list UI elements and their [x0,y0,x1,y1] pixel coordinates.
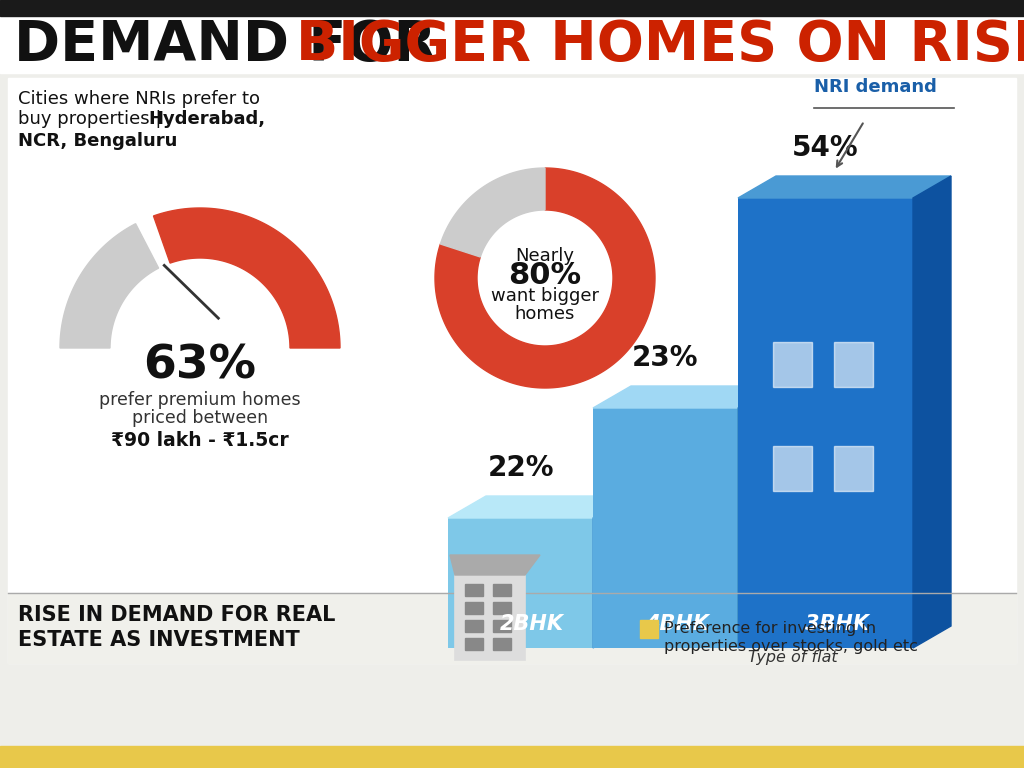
Text: Hyderabad,: Hyderabad, [148,110,265,128]
Text: Cities where NRIs prefer to: Cities where NRIs prefer to [18,90,260,108]
Bar [835,445,872,491]
Text: 80%: 80% [509,261,582,290]
Polygon shape [450,555,540,575]
Bar [493,620,511,632]
Bar [773,445,811,491]
Text: priced between: priced between [132,409,268,427]
Bar [738,198,913,648]
Polygon shape [593,386,776,408]
Text: 54%: 54% [793,134,859,162]
Bar [0,746,1024,768]
Polygon shape [435,168,655,388]
Text: Nearly: Nearly [515,247,574,265]
Text: 63%: 63% [143,343,256,389]
Text: want bigger: want bigger [490,287,599,305]
Polygon shape [440,168,545,257]
Bar [493,602,511,614]
Bar [640,620,658,638]
Bar [835,342,872,387]
Bar [593,408,738,648]
Text: 22%: 22% [487,454,554,482]
Text: Preference for investing in: Preference for investing in [664,621,877,637]
Text: 3BHK: 3BHK [805,614,869,634]
Polygon shape [449,496,631,518]
Text: DEMAND FOR: DEMAND FOR [14,18,456,72]
Bar [455,575,525,660]
Bar [465,638,483,650]
Text: ₹90 lakh - ₹1.5cr: ₹90 lakh - ₹1.5cr [112,431,289,449]
Text: NRI demand: NRI demand [814,78,937,96]
Polygon shape [154,208,340,348]
Bar [449,518,593,648]
Text: Type of flat: Type of flat [748,650,838,665]
Text: 23%: 23% [632,344,698,372]
Text: 2BHK: 2BHK [500,614,564,634]
Text: NCR, Bengaluru: NCR, Bengaluru [18,132,177,150]
Bar [465,584,483,596]
Bar [8,78,1016,663]
Bar [493,638,511,650]
Polygon shape [738,386,776,648]
Text: properties over stocks, gold etc: properties over stocks, gold etc [664,640,918,654]
Text: prefer premium homes: prefer premium homes [99,391,301,409]
Bar [773,342,811,387]
Polygon shape [60,223,159,348]
Bar [8,593,1016,663]
Text: homes: homes [515,305,575,323]
Bar [493,584,511,596]
Bar [465,620,483,632]
Polygon shape [593,496,631,648]
Bar [0,16,1024,73]
Text: RISE IN DEMAND FOR REAL
ESTATE AS INVESTMENT: RISE IN DEMAND FOR REAL ESTATE AS INVEST… [18,605,336,650]
Polygon shape [913,176,951,648]
Text: buy properties |: buy properties | [18,110,167,128]
Polygon shape [738,176,951,198]
Text: 4BHK: 4BHK [645,614,709,634]
Bar [0,0,1024,16]
Text: BIGGER HOMES ON RISE: BIGGER HOMES ON RISE [296,18,1024,72]
Bar [465,602,483,614]
